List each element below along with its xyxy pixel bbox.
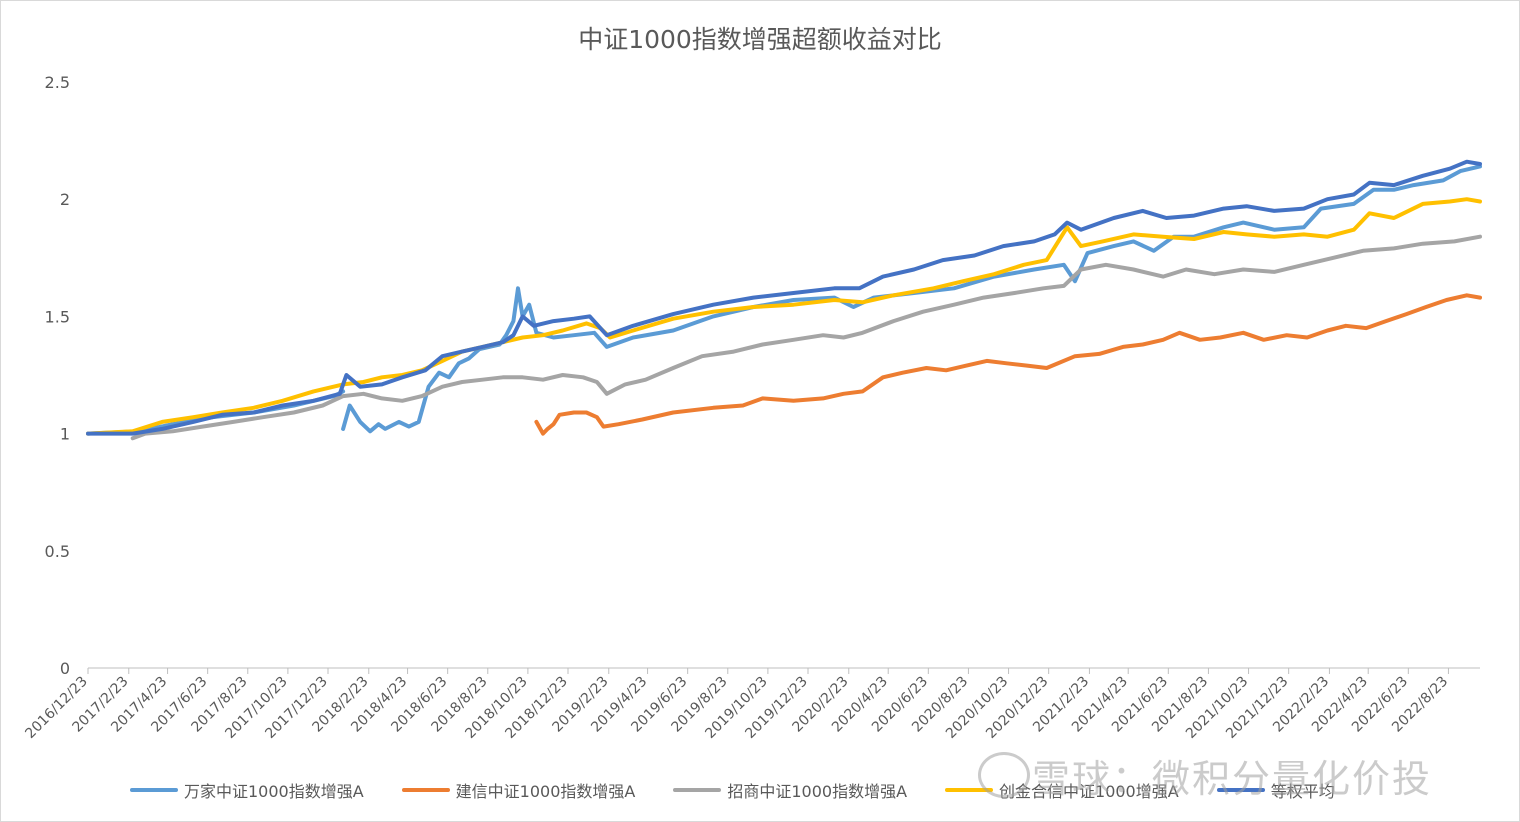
series-line-1 [341, 164, 1482, 434]
series-line-5 [86, 159, 1482, 436]
legend-item: 万家中证1000指数增强A [130, 778, 364, 802]
y-tick-label: 2.5 [45, 73, 70, 92]
y-tick-label: 1.5 [45, 307, 70, 326]
legend-swatch [673, 788, 722, 792]
legend-swatch [401, 788, 450, 792]
watermark: 雪球：微积分量化价投 [1032, 757, 1433, 801]
series-line-2 [534, 293, 1482, 436]
y-tick-label: 0 [60, 659, 70, 678]
legend: 万家中证1000指数增强A 建信中证1000指数增强A 招商中证1000指数增强A 创… [130, 778, 1335, 802]
legend-label: 创金合信中证1000增强A [999, 782, 1179, 801]
legend-label: 建信中证1000指数增强A [455, 782, 636, 801]
y-tick-label: 2 [60, 190, 70, 209]
legend-label: 万家中证1000指数增强A [184, 782, 364, 801]
series-line-4 [86, 197, 1482, 436]
legend-swatch [1216, 788, 1265, 792]
legend-item: 招商中证1000指数增强A [673, 778, 907, 802]
legend-swatch [130, 788, 178, 792]
chart-title: 中证1000指数增强超额收益对比 [578, 25, 942, 54]
legend-item: 创金合信中证1000增强A [945, 778, 1179, 802]
series-line-3 [130, 234, 1482, 441]
legend-item: 等权平均 [1216, 778, 1335, 802]
legend-label: 等权平均 [1270, 782, 1335, 801]
snowball-logo-icon [978, 752, 1030, 798]
legend-label: 招商中证1000指数增强A [727, 782, 908, 801]
legend-item: 建信中证1000指数增强A [401, 778, 636, 802]
legend-swatch [945, 788, 994, 792]
y-tick-label: 0.5 [45, 542, 70, 561]
y-tick-label: 1 [60, 425, 70, 444]
